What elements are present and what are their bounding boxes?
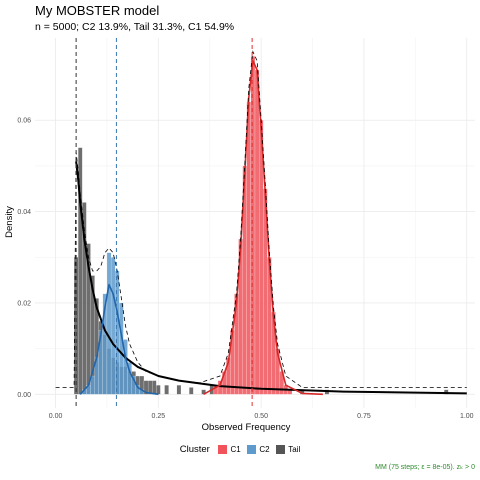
bar-c1 [246,101,251,395]
legend-swatch-c2 [247,445,257,455]
bar-tail [152,380,157,395]
x-tick-label: 0.25 [152,413,166,420]
density-line-c1 [203,60,323,396]
legend: Cluster C1 C2 Tail [0,444,480,455]
y-tick-label: 0.02 [17,300,31,307]
bar-c1 [254,69,260,395]
chart-subtitle: n = 5000; C2 13.9%, Tail 31.3%, C1 54.9% [35,21,235,33]
x-tick-label: 0.00 [49,413,63,420]
chart-title: My MOBSTER model [35,3,160,18]
model-caption: MM (75 steps; ε = 8e-05). zₖ > 0 [375,464,475,471]
legend-item-c2: C2 [247,444,270,455]
bar-tail [176,385,182,395]
legend-swatch-tail [276,445,286,455]
legend-title: Cluster [179,444,210,455]
bar-c1 [250,56,256,395]
density-lines [55,38,467,408]
axes: 0.00 0.25 0.50 0.75 1.00 0.00 0.02 0.04 0.06 [17,118,473,420]
legend-swatch-c1 [218,445,228,455]
legend-label-tail: Tail [288,444,301,454]
x-tick-label: 0.50 [254,413,268,420]
legend-label-c1: C1 [230,444,241,454]
y-tick-label: 0.00 [17,392,31,399]
density-line-c2 [79,283,159,396]
histogram-bars [73,56,449,395]
y-tick-label: 0.06 [17,118,31,125]
legend-label-c2: C2 [259,444,270,454]
x-axis-label: Observed Frequency [202,422,291,433]
y-tick-label: 0.04 [17,209,31,216]
legend-item-c1: C1 [218,444,241,455]
bar-tail [156,385,161,395]
bar-c2 [115,270,120,395]
bar-tail [189,387,194,395]
bar-c2 [110,257,116,395]
bar-c2 [119,302,124,395]
y-axis-label: Density [4,206,15,238]
bar-tail [444,389,449,395]
density-line-tail [75,161,467,395]
mixture-density-line [55,50,467,388]
histogram-chart: 0.00 0.25 0.50 0.75 1.00 0.00 0.02 0.04 0.06 Obs… [4,38,475,433]
x-tick-label: 0.75 [357,413,371,420]
x-tick-label: 1.00 [460,413,474,420]
bar-c2 [106,252,112,395]
bar-tail [164,385,169,395]
legend-item-tail: Tail [276,444,301,455]
